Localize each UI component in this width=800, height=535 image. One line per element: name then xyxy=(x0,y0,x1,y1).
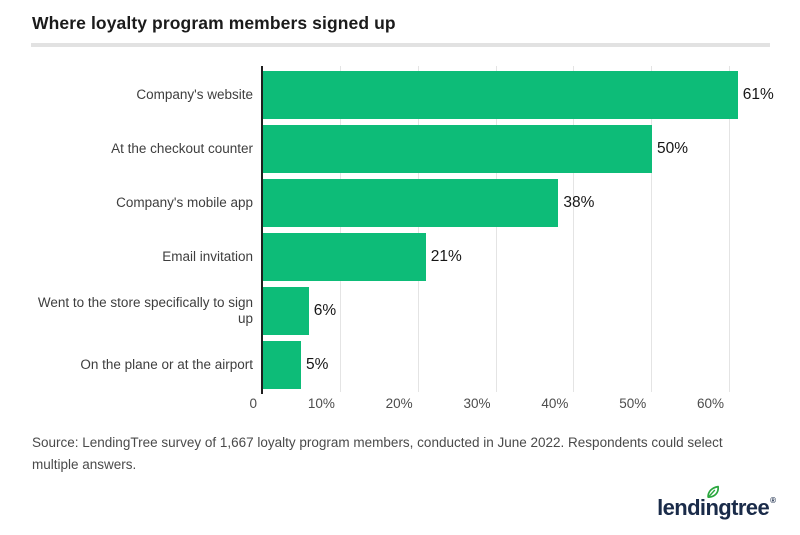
gridline xyxy=(495,66,497,392)
x-tick-label: 20% xyxy=(385,396,413,411)
registered-mark: ® xyxy=(770,496,776,505)
value-label: 6% xyxy=(313,302,337,319)
value-label: 38% xyxy=(563,194,595,211)
gridline xyxy=(573,66,575,392)
x-tick-label: 60% xyxy=(697,396,725,411)
value-label: 61% xyxy=(742,86,774,103)
logo-inner: lendingtree® xyxy=(657,485,776,520)
x-tick-label: 50% xyxy=(619,396,647,411)
bar-zone: 6% xyxy=(262,287,769,335)
chart-row: Company's mobile app 38% xyxy=(32,176,769,230)
chart-row: Went to the store specifically to sign u… xyxy=(32,284,769,338)
category-label: Company's website xyxy=(136,87,253,103)
source-note: Source: LendingTree survey of 1,667 loya… xyxy=(32,435,723,472)
chart-title: Where loyalty program members signed up xyxy=(32,13,396,33)
lendingtree-logo: lendingtree® xyxy=(657,485,776,524)
chart-rows: Company's website 61% At the checkout coun… xyxy=(32,68,774,392)
y-axis-line xyxy=(261,66,263,394)
chart-row: Email invitation 21% xyxy=(32,230,769,284)
category-label: Email invitation xyxy=(162,249,253,265)
x-tick-label: 10% xyxy=(307,396,335,411)
bar xyxy=(262,179,559,227)
category-label: At the checkout counter xyxy=(111,141,253,157)
gridline xyxy=(651,66,653,392)
chart-row: On the plane or at the airport 5% xyxy=(32,338,769,392)
title-divider xyxy=(31,43,770,47)
bar xyxy=(262,287,309,335)
gridline xyxy=(729,66,731,392)
bar-zone: 38% xyxy=(262,179,769,227)
x-tick-label: 30% xyxy=(463,396,491,411)
bar xyxy=(262,71,738,119)
category-label: Company's mobile app xyxy=(116,195,253,211)
bar-zone: 50% xyxy=(262,125,769,173)
bar xyxy=(262,233,426,281)
value-label: 50% xyxy=(657,140,689,157)
bar-zone: 61% xyxy=(262,71,774,119)
category-label: On the plane or at the airport xyxy=(80,357,253,373)
value-label: 21% xyxy=(430,248,462,265)
gridline xyxy=(339,66,341,392)
x-ticks: 0 10% 20% 30% 40% 50% 60% xyxy=(249,396,768,416)
chart-row: Company's website 61% xyxy=(32,68,774,122)
category-label: Went to the store specifically to sign u… xyxy=(37,295,253,326)
logo-text: lendingtree xyxy=(657,495,770,520)
gridline xyxy=(417,66,419,392)
chart-row: At the checkout counter 50% xyxy=(32,122,769,176)
x-tick-label: 0 xyxy=(249,396,257,411)
gridlines xyxy=(262,66,768,392)
bar xyxy=(262,341,301,389)
value-label: 5% xyxy=(306,356,329,373)
x-tick-label: 40% xyxy=(541,396,569,411)
bar-chart: Company's website 61% At the checkout coun… xyxy=(32,66,774,416)
bar-zone: 21% xyxy=(262,233,769,281)
leaf-icon xyxy=(707,485,719,499)
bar-zone: 5% xyxy=(262,341,769,389)
bar xyxy=(262,125,652,173)
